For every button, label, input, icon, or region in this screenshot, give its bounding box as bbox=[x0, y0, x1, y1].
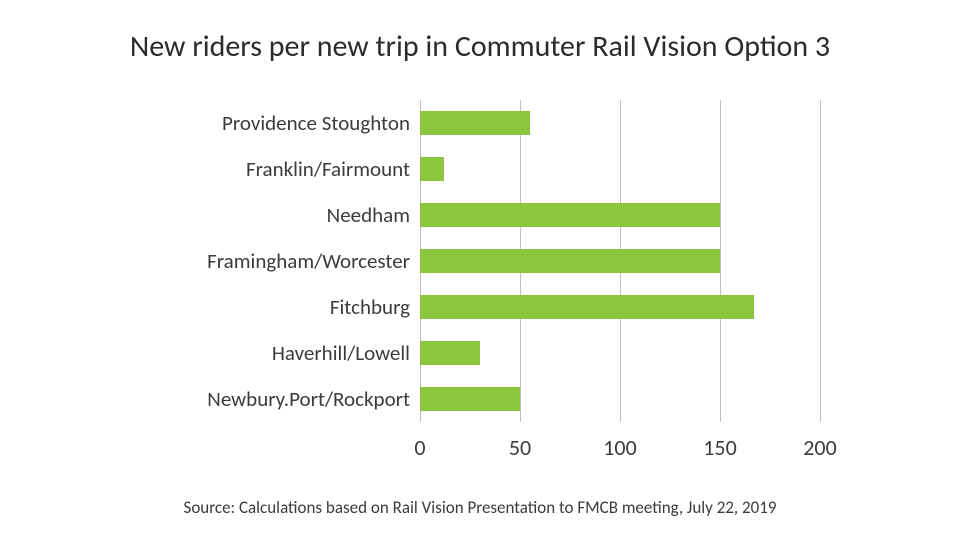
plot-area bbox=[420, 284, 820, 330]
source-text: Source: Calculations based on Rail Visio… bbox=[0, 497, 960, 518]
category-label: Franklin/Fairmount bbox=[160, 156, 420, 182]
plot-area bbox=[420, 330, 820, 376]
plot-area bbox=[420, 146, 820, 192]
chart-row: Framingham/Worcester bbox=[160, 238, 860, 284]
bar bbox=[420, 249, 720, 273]
chart-rows: Providence Stoughton Franklin/Fairmount Ne… bbox=[160, 100, 860, 422]
chart-title: New riders per new trip in Commuter Rail… bbox=[0, 28, 960, 65]
bar bbox=[420, 387, 520, 411]
chart-row: Providence Stoughton bbox=[160, 100, 860, 146]
x-tick-label: 50 bbox=[509, 434, 531, 461]
x-axis: 0 50 100 150 200 bbox=[160, 426, 860, 466]
x-axis-labels: 050100150200 bbox=[420, 434, 820, 464]
bar bbox=[420, 295, 754, 319]
chart-row: Fitchburg bbox=[160, 284, 860, 330]
x-tick-label: 0 bbox=[414, 434, 425, 461]
bar bbox=[420, 341, 480, 365]
x-tick-label: 150 bbox=[703, 434, 736, 461]
category-label: Providence Stoughton bbox=[160, 110, 420, 136]
chart-row: Franklin/Fairmount bbox=[160, 146, 860, 192]
x-tick-label: 100 bbox=[603, 434, 636, 461]
bar bbox=[420, 157, 444, 181]
chart-row: Haverhill/Lowell bbox=[160, 330, 860, 376]
x-tick-label: 200 bbox=[803, 434, 836, 461]
category-label: Newbury.Port/Rockport bbox=[160, 386, 420, 412]
bar bbox=[420, 111, 530, 135]
plot-area bbox=[420, 376, 820, 422]
plot-area bbox=[420, 238, 820, 284]
plot-area bbox=[420, 100, 820, 146]
chart-row: Needham bbox=[160, 192, 860, 238]
slide: New riders per new trip in Commuter Rail… bbox=[0, 0, 960, 540]
category-label: Fitchburg bbox=[160, 294, 420, 320]
plot-area bbox=[420, 192, 820, 238]
category-label: Framingham/Worcester bbox=[160, 248, 420, 274]
gridline bbox=[820, 100, 821, 422]
category-label: Needham bbox=[160, 202, 420, 228]
bar bbox=[420, 203, 720, 227]
category-label: Haverhill/Lowell bbox=[160, 340, 420, 366]
chart-row: Newbury.Port/Rockport bbox=[160, 376, 860, 422]
chart: Providence Stoughton Franklin/Fairmount Ne… bbox=[160, 100, 860, 450]
